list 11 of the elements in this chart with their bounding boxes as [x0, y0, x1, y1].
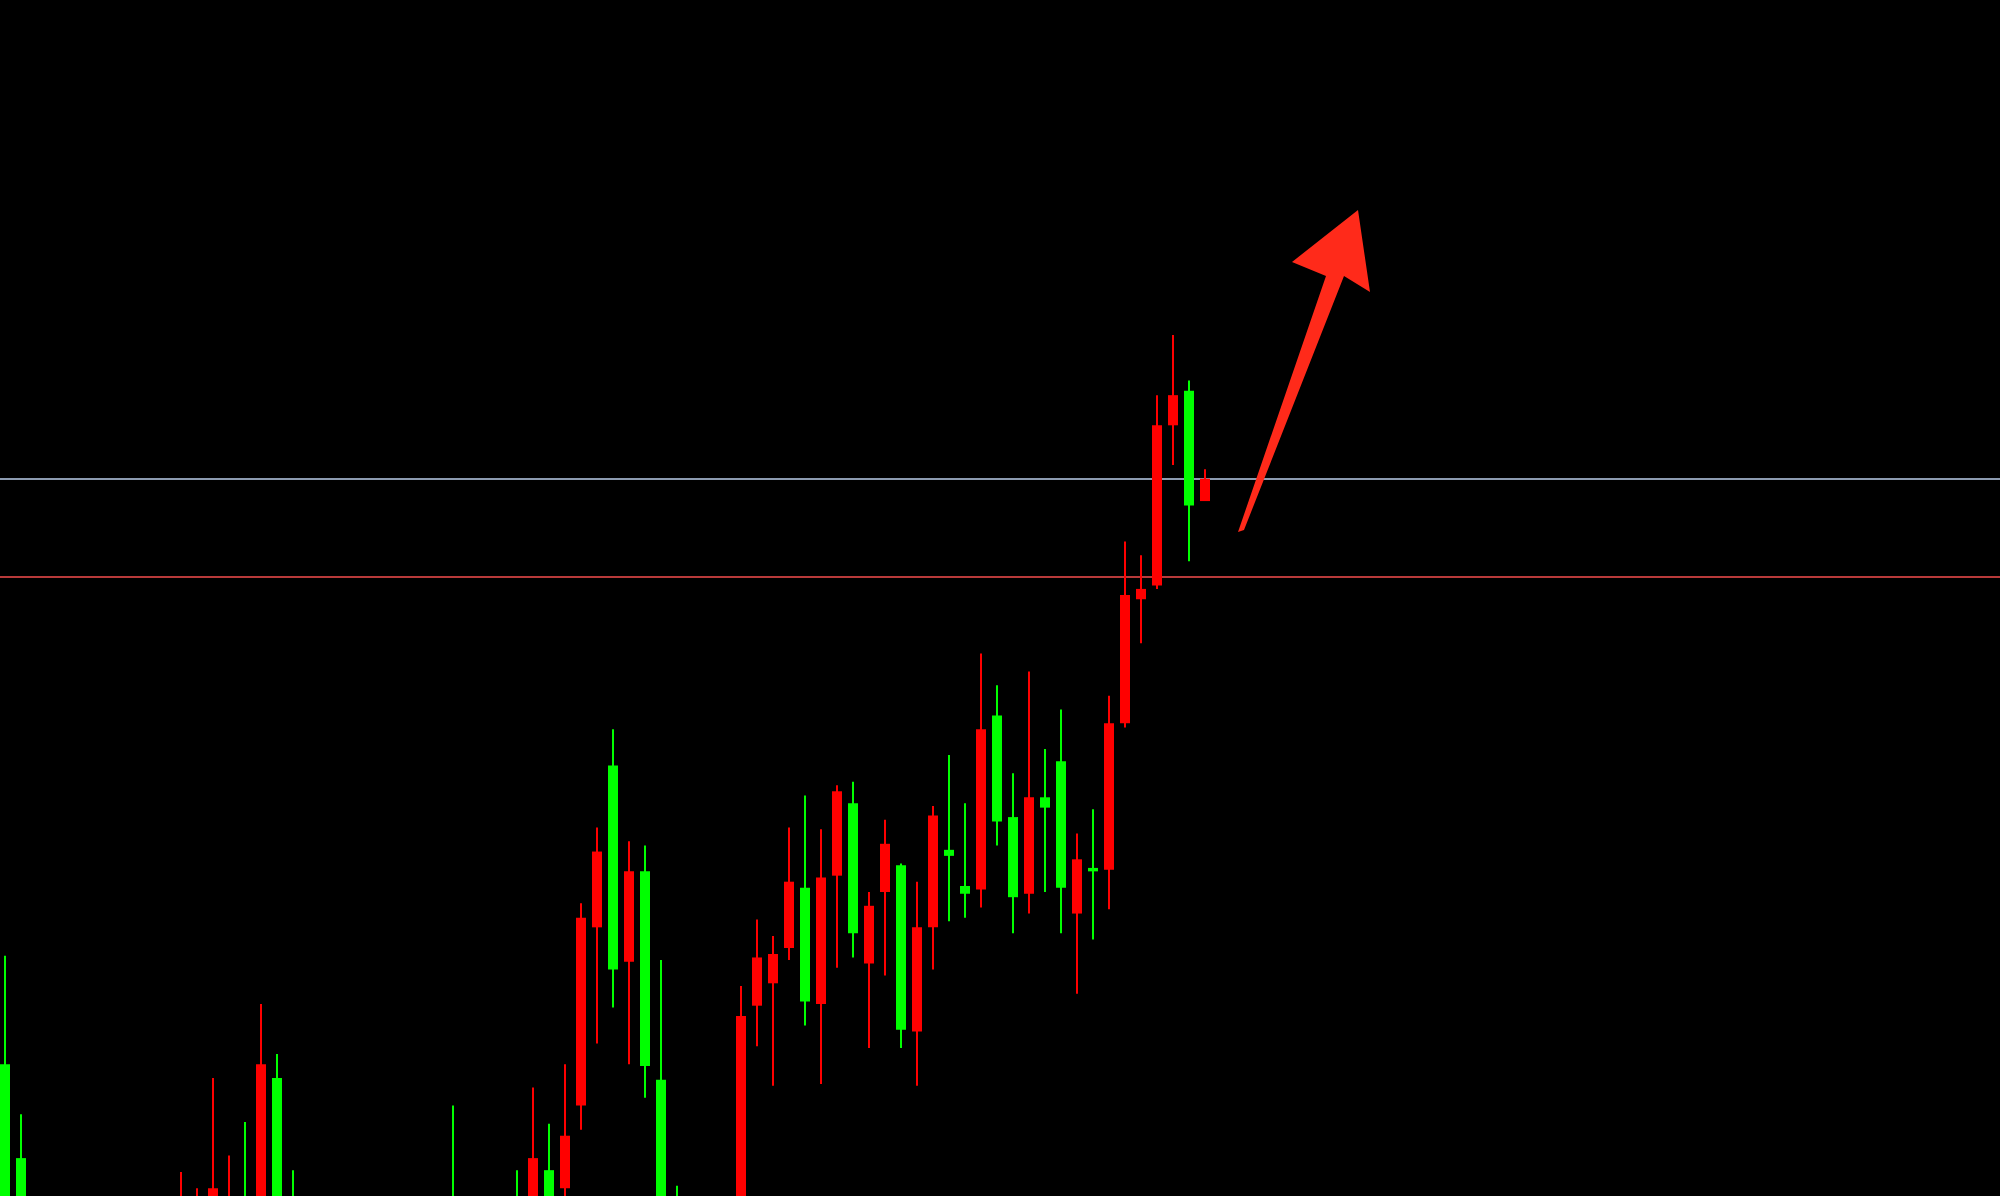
candlestick	[1040, 748, 1050, 894]
candlestick	[528, 1086, 538, 1196]
candlestick	[208, 1077, 218, 1196]
candlestick	[1168, 333, 1178, 466]
candlestick	[768, 934, 778, 1087]
candlestick	[960, 802, 970, 919]
candlestick	[16, 1113, 26, 1196]
candlestick	[544, 1122, 554, 1196]
candlestick	[1136, 554, 1146, 645]
candlestick	[1200, 468, 1210, 503]
candlestick	[944, 754, 954, 923]
